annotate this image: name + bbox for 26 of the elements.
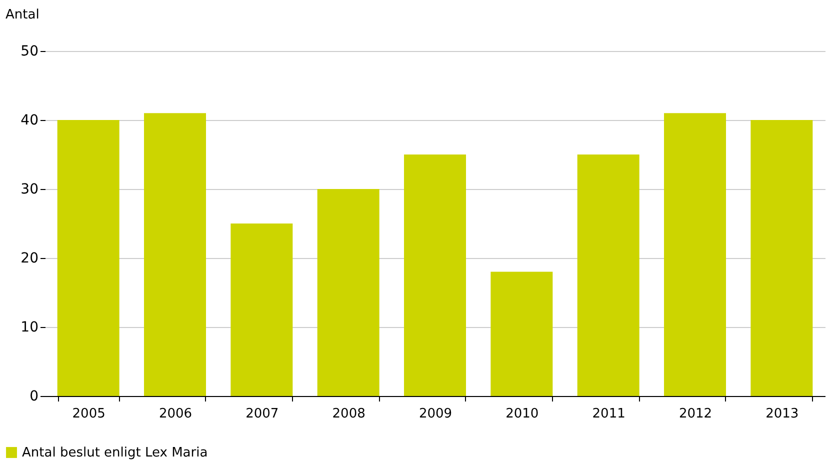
bar <box>577 154 640 396</box>
y-tick-label: 0 <box>30 388 38 404</box>
bar <box>490 272 553 396</box>
x-tick-label: 2006 <box>158 406 192 422</box>
x-tick-label: 2013 <box>766 406 799 422</box>
x-tick-label: 2010 <box>506 406 539 422</box>
x-tick-label: 2005 <box>72 406 106 422</box>
x-tick-label: 2012 <box>678 406 712 422</box>
y-tick-label: 40 <box>20 112 38 128</box>
y-tick-label: 30 <box>20 182 38 198</box>
bar <box>57 120 120 396</box>
bar <box>144 113 206 396</box>
bar <box>750 120 813 396</box>
y-tick-label: 10 <box>20 320 38 336</box>
bar <box>404 154 466 396</box>
y-axis-title: Antal <box>6 8 40 22</box>
x-tick-label: 2011 <box>592 406 626 422</box>
legend-label: Antal beslut enligt Lex Maria <box>22 446 208 460</box>
bar <box>230 224 293 396</box>
y-tick-label: 50 <box>20 44 38 60</box>
y-tick-label: 20 <box>20 250 38 266</box>
x-tick-label: 2009 <box>418 406 452 422</box>
x-tick-label: 2008 <box>332 406 366 422</box>
bar <box>664 113 726 396</box>
x-tick-label: 2007 <box>246 406 279 422</box>
bar <box>317 189 380 396</box>
